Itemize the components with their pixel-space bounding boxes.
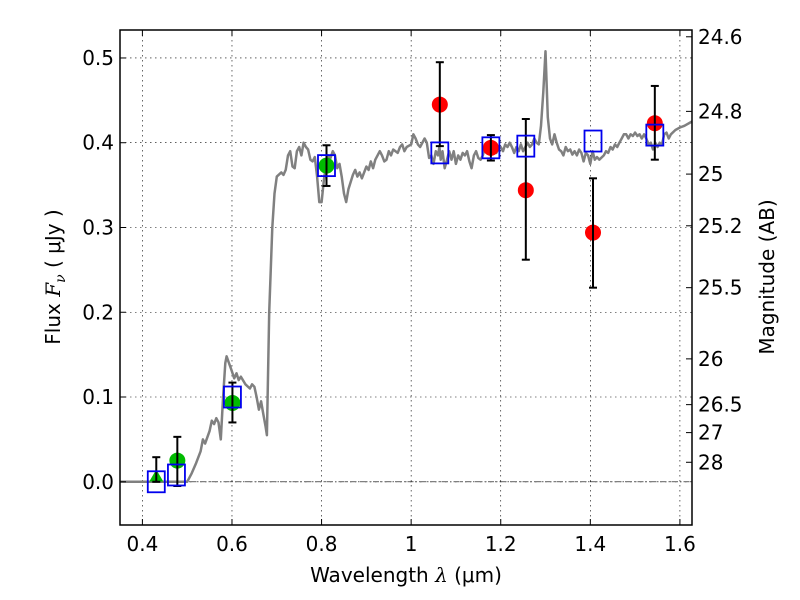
y-axis: 0.0 0.1 0.2 0.3 0.4 0.5 <box>82 46 126 494</box>
y2-tick-label: 27 <box>698 421 723 445</box>
x-axis: 0.4 0.6 0.8 1 1.2 1.4 1.6 <box>126 30 696 556</box>
model-square-marker <box>516 134 536 158</box>
y2-axis: 24.6 24.8 25 25.2 25.5 26 26.5 27 28 <box>686 25 743 474</box>
flux-symbol: F <box>41 282 65 298</box>
y2-tick-label: 25.2 <box>698 214 743 238</box>
y-tick-label: 0.5 <box>82 46 114 70</box>
model-square-marker <box>430 141 450 165</box>
x-tick-label: 0.8 <box>306 532 338 556</box>
x-tick-label: 0.4 <box>126 532 158 556</box>
y-tick-label: 0.3 <box>82 215 114 239</box>
grid <box>120 30 692 525</box>
model-square-marker <box>645 123 665 147</box>
y2-tick-label: 26.5 <box>698 393 743 417</box>
x-axis-label: Wavelength λ (μm) <box>310 563 502 587</box>
y-tick-label: 0.1 <box>82 385 114 409</box>
spectrum-line <box>120 49 693 484</box>
x-tick-label: 1.2 <box>485 532 517 556</box>
model-square-marker <box>167 463 186 487</box>
x-tick-label: 1.4 <box>574 532 606 556</box>
model-square-marker <box>583 129 603 153</box>
model-square-marker <box>317 154 336 178</box>
y2-tick-label: 24.6 <box>698 25 743 49</box>
x-tick-label: 1 <box>405 532 418 556</box>
model-square-marker <box>146 470 166 494</box>
y2-tick-label: 28 <box>698 450 723 474</box>
y-tick-label: 0.0 <box>82 470 114 494</box>
model-squares-layer <box>146 123 665 494</box>
lambda-symbol: λ <box>434 563 448 587</box>
nu-subscript: ν <box>53 274 69 283</box>
x-tick-label: 0.6 <box>216 532 248 556</box>
y2-axis-label: Magnitude (AB) <box>755 199 779 354</box>
y2-tick-label: 25.5 <box>698 276 743 300</box>
errorbar-layer <box>152 61 659 488</box>
y-axis-label: Flux Fν ( μJy ) <box>41 209 69 344</box>
y2-tick-label: 25 <box>698 162 723 186</box>
y2-tick-label: 24.8 <box>698 99 743 123</box>
x-tick-label: 1.6 <box>664 532 696 556</box>
y-tick-label: 0.2 <box>82 300 114 324</box>
y-tick-label: 0.4 <box>82 131 114 155</box>
model-square-marker <box>223 385 242 409</box>
plot-frame <box>119 29 693 526</box>
y2-tick-label: 26 <box>698 347 723 371</box>
model-square-marker <box>481 136 501 160</box>
spectrum-layer <box>120 49 693 484</box>
